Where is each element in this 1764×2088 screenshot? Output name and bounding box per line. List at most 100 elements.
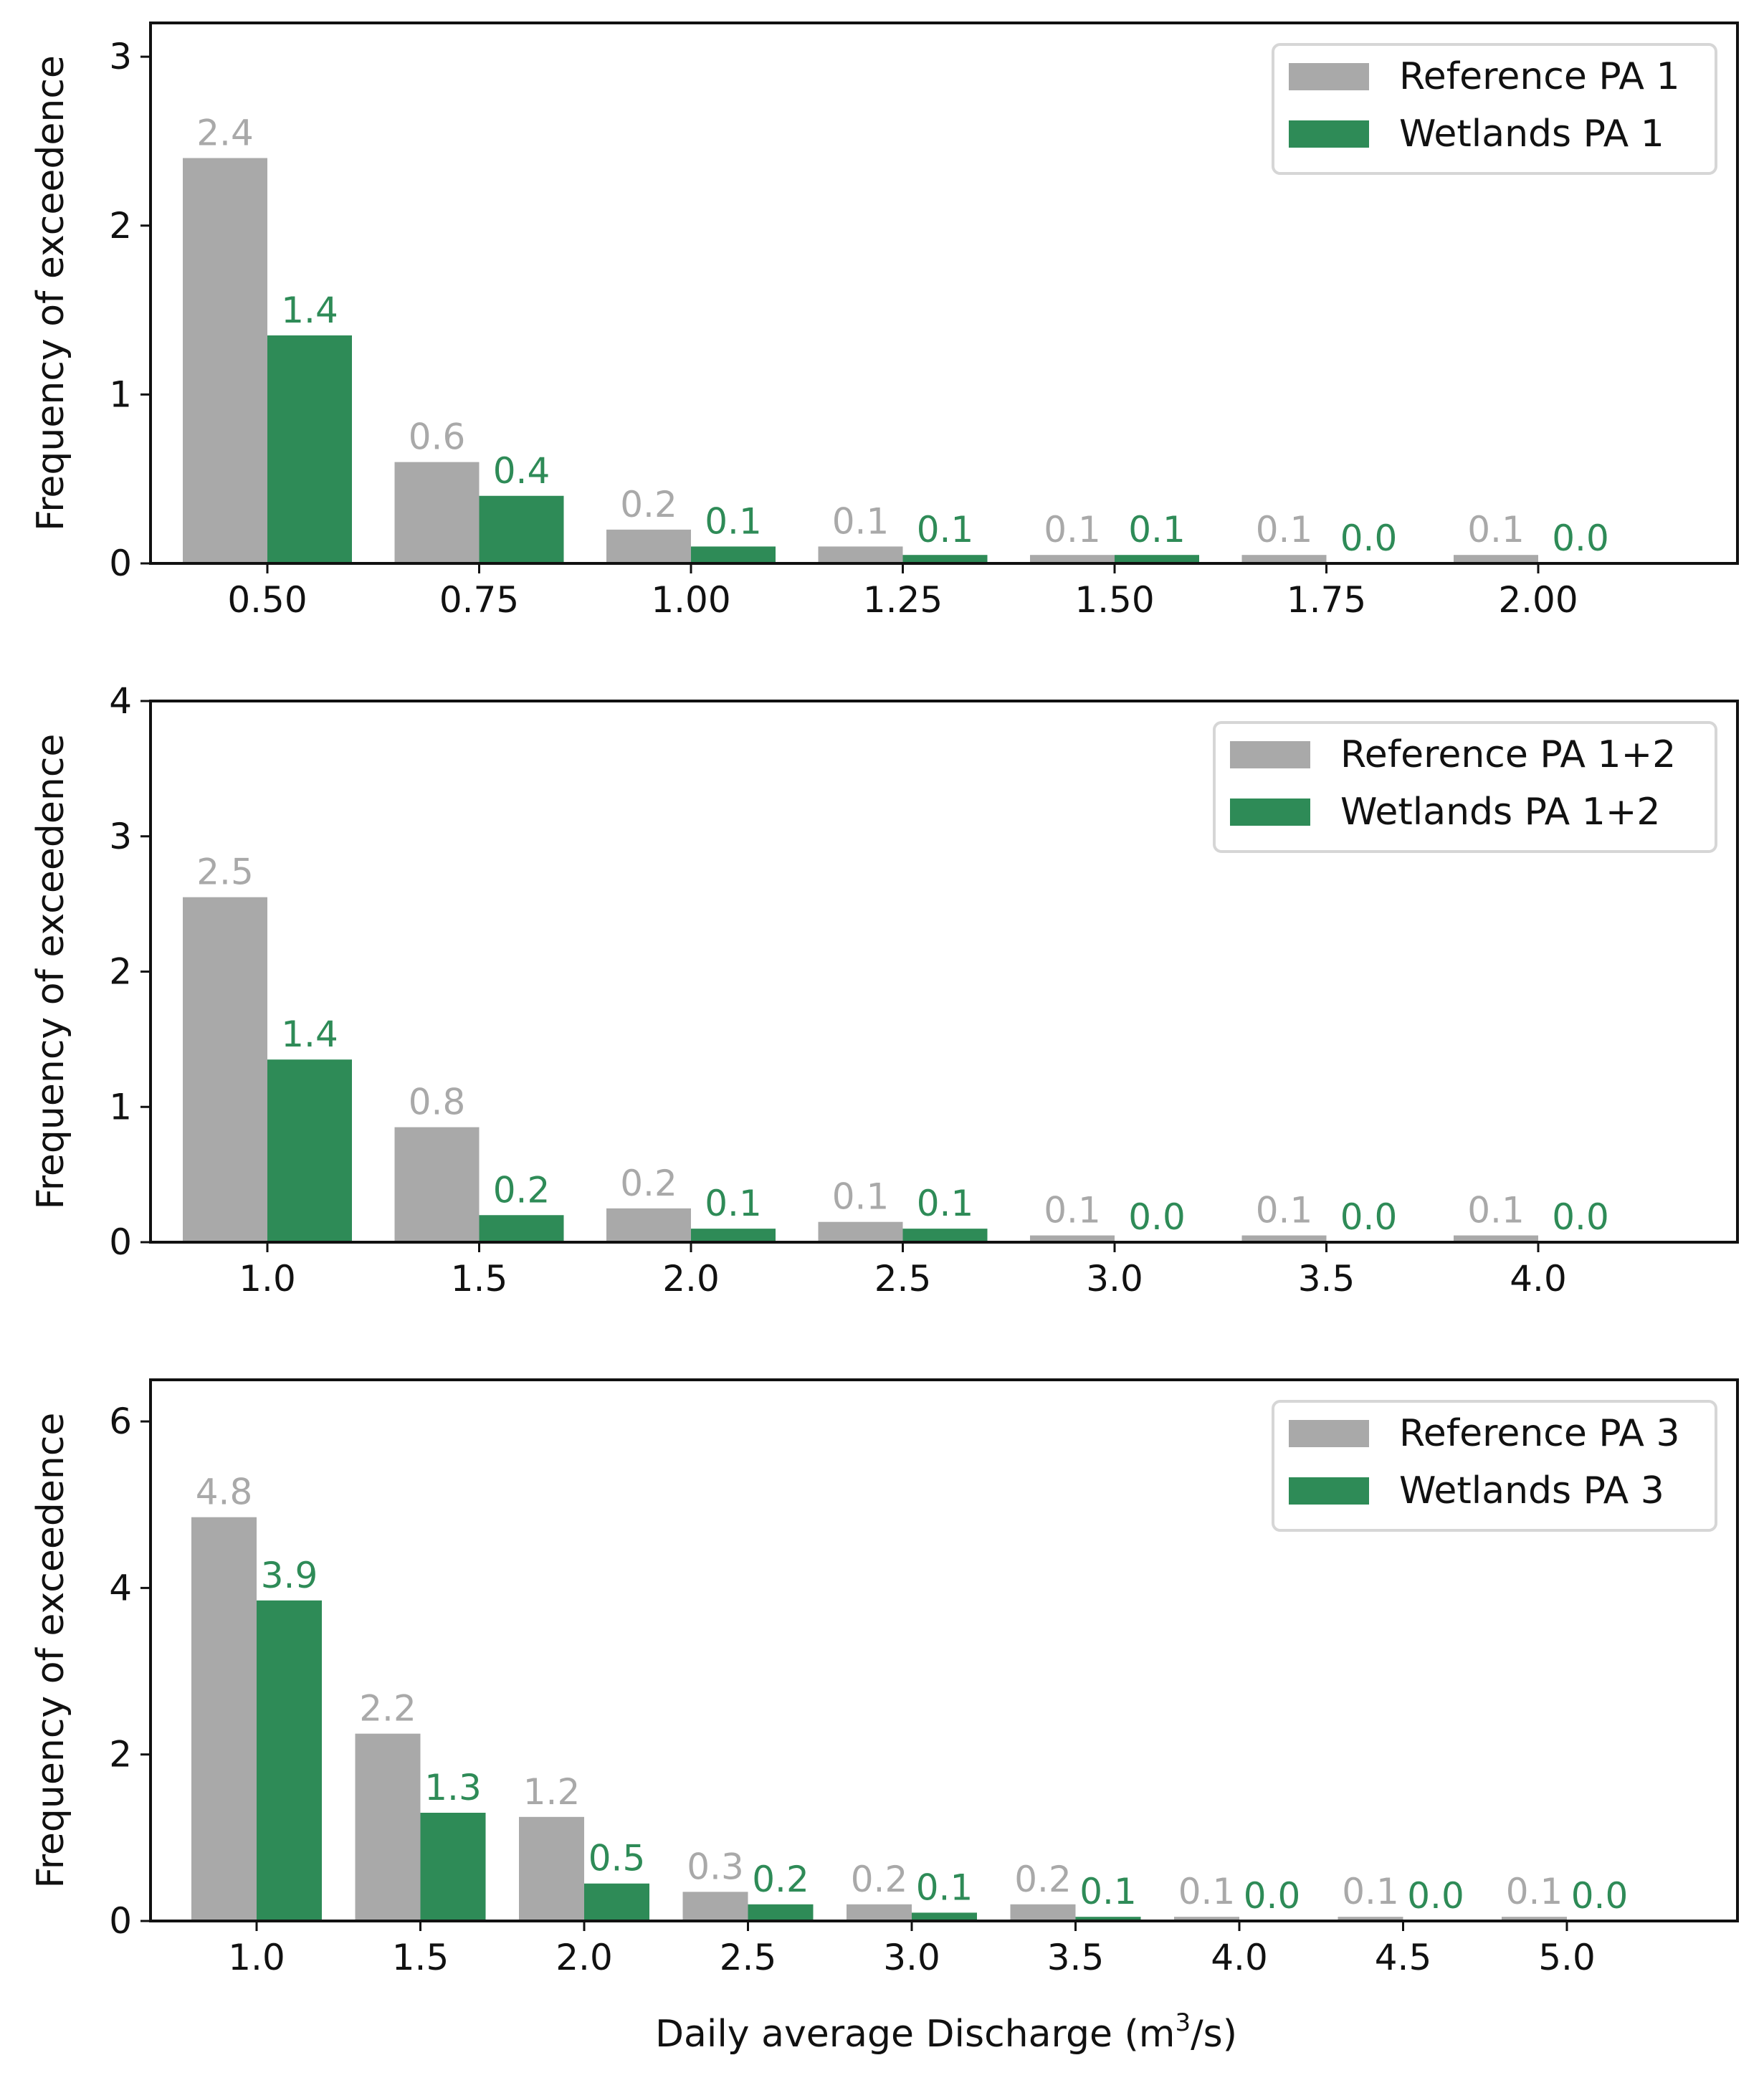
wetlands-bar-label: 1.4 — [281, 290, 338, 331]
axes-frame — [149, 22, 1739, 565]
reference-bar-label: 0.1 — [1044, 509, 1101, 550]
reference-bar — [1338, 1917, 1403, 1921]
x-tick-label: 1.75 — [1287, 579, 1366, 621]
legend-box — [1213, 721, 1717, 853]
x-tick-label: 2.5 — [720, 1937, 777, 1978]
reference-bar-label: 0.2 — [851, 1859, 908, 1900]
x-tick-label: 1.50 — [1074, 579, 1154, 621]
wetlands-bar-label: 0.4 — [493, 450, 550, 492]
x-axis-label-tail: /s) — [1191, 2013, 1237, 2056]
reference-bar — [355, 1733, 421, 1921]
y-tick-label: 4 — [109, 680, 132, 722]
reference-bar-label: 2.2 — [359, 1688, 416, 1730]
x-tick-label: 2.5 — [874, 1258, 932, 1300]
wetlands-bar-label: 0.0 — [1340, 518, 1398, 559]
reference-bar — [1241, 1235, 1327, 1242]
wetlands-bar-label: 0.0 — [1128, 1196, 1186, 1238]
x-tick-label: 2.00 — [1498, 579, 1578, 621]
wetlands-bar-label: 0.0 — [1407, 1875, 1464, 1917]
reference-bar-label: 0.1 — [1342, 1871, 1399, 1912]
wetlands-bar-label: 1.3 — [424, 1767, 482, 1808]
reference-bar — [519, 1816, 584, 1921]
chart-panel-2: 2.5 0.8 0.2 0.1 0.1 0.1 0.1 1.4 0.2 0.1 0.1 0.0 0.0 0… — [29, 680, 1739, 1300]
x-tick-label: 2.0 — [556, 1937, 613, 1978]
reference-bar-label: 0.3 — [687, 1846, 744, 1887]
y-tick-label: 3 — [109, 36, 132, 77]
x-tick-label: 0.50 — [227, 579, 307, 621]
reference-bar-label: 0.6 — [409, 416, 466, 458]
wetlands-bar — [1075, 1917, 1141, 1921]
reference-bar — [606, 1208, 691, 1242]
reference-bar-label: 2.5 — [196, 852, 254, 893]
reference-bar-label: 0.8 — [409, 1082, 466, 1123]
x-axis-label-main: Daily average Discharge (m — [655, 2013, 1175, 2056]
x-tick-label: 1.0 — [239, 1258, 296, 1300]
y-tick-label: 0 — [109, 1900, 132, 1942]
reference-legend-label: Reference PA 3 — [1399, 1412, 1680, 1455]
reference-bar — [1010, 1904, 1076, 1921]
y-tick-label: 2 — [109, 205, 132, 247]
wetlands-bar-label: 0.1 — [917, 509, 974, 550]
wetlands-bar-label: 0.1 — [1079, 1871, 1137, 1912]
legend: Reference PA 1+2 Wetlands PA 1+2 — [1213, 721, 1717, 853]
reference-bar — [1241, 555, 1327, 563]
reference-bar-label: 0.1 — [832, 1176, 890, 1218]
y-tick-label: 1 — [109, 1086, 132, 1128]
reference-bar — [818, 546, 903, 563]
wetlands-bar — [1115, 555, 1199, 563]
x-tick-label: 4.5 — [1375, 1937, 1432, 1978]
reference-bar-label: 2.4 — [196, 113, 254, 154]
reference-legend-swatch — [1289, 63, 1369, 90]
x-tick-label: 1.5 — [392, 1937, 449, 1978]
reference-bar-label: 0.2 — [620, 484, 677, 525]
x-tick-label: 1.0 — [228, 1937, 285, 1978]
x-tick-label: 2.0 — [662, 1258, 720, 1300]
x-tick-label: 4.0 — [1211, 1937, 1268, 1978]
reference-bar — [394, 462, 480, 563]
wetlands-bar-label: 0.2 — [752, 1859, 809, 1900]
x-tick-label: 0.75 — [439, 579, 519, 621]
x-axis-label: Daily average Discharge (m3/s) — [655, 2008, 1237, 2056]
wetlands-legend-swatch — [1289, 1477, 1369, 1505]
y-tick-label: 2 — [109, 951, 132, 993]
y-tick-label: 1 — [109, 373, 132, 415]
reference-bar-label: 4.8 — [196, 1472, 253, 1513]
legend: Reference PA 3 Wetlands PA 3 — [1272, 1400, 1717, 1532]
reference-bar — [682, 1892, 748, 1921]
x-axis-label-superscript: 3 — [1175, 2008, 1191, 2037]
wetlands-legend-label: Wetlands PA 1 — [1399, 113, 1664, 156]
y-axis-label: Frequency of exceedence — [29, 734, 72, 1210]
wetlands-bar-label: 1.4 — [281, 1014, 338, 1055]
y-tick-label: 0 — [109, 543, 132, 584]
reference-bar — [1174, 1917, 1239, 1921]
axes-frame — [149, 1378, 1739, 1922]
wetlands-bar — [912, 1912, 977, 1921]
reference-legend-swatch — [1230, 741, 1310, 768]
reference-legend-label: Reference PA 1 — [1399, 55, 1680, 98]
reference-bar-label: 0.2 — [1014, 1859, 1072, 1900]
reference-bar — [606, 529, 691, 563]
chart-panel-1: 2.4 0.6 0.2 0.1 0.1 0.1 0.1 1.4 0.4 0.1 0.1 0.1 0.0 0… — [29, 22, 1739, 621]
legend-box — [1272, 1400, 1717, 1532]
wetlands-bar-label: 0.1 — [705, 500, 762, 542]
legend-box — [1272, 43, 1717, 175]
wetlands-legend-swatch — [1230, 799, 1310, 826]
x-tick-label: 3.0 — [1086, 1258, 1143, 1300]
reference-bar — [1454, 555, 1538, 563]
reference-bar-label: 0.1 — [1467, 509, 1525, 550]
wetlands-bar-label: 0.1 — [705, 1183, 762, 1224]
wetlands-bar — [267, 1059, 352, 1242]
reference-bar-label: 0.1 — [1467, 1190, 1525, 1231]
wetlands-bar-label: 0.5 — [588, 1838, 646, 1879]
legend: Reference PA 1 Wetlands PA 1 — [1272, 43, 1717, 175]
y-axis-label: Frequency of exceedence — [29, 1413, 72, 1889]
reference-bar — [1502, 1917, 1567, 1921]
reference-bar — [818, 1221, 903, 1242]
reference-bar — [183, 158, 267, 563]
wetlands-bar-label: 0.1 — [1128, 509, 1186, 550]
chart-panel-3: 4.82.21.20.3 0.2 0.2 0.1 0.1 0.13.91.30.50.2 0… — [29, 1378, 1739, 1978]
wetlands-legend-label: Wetlands PA 3 — [1399, 1469, 1664, 1512]
x-tick-label: 4.0 — [1510, 1258, 1567, 1300]
reference-bar-label: 0.1 — [1256, 509, 1313, 550]
wetlands-bar — [748, 1904, 814, 1921]
